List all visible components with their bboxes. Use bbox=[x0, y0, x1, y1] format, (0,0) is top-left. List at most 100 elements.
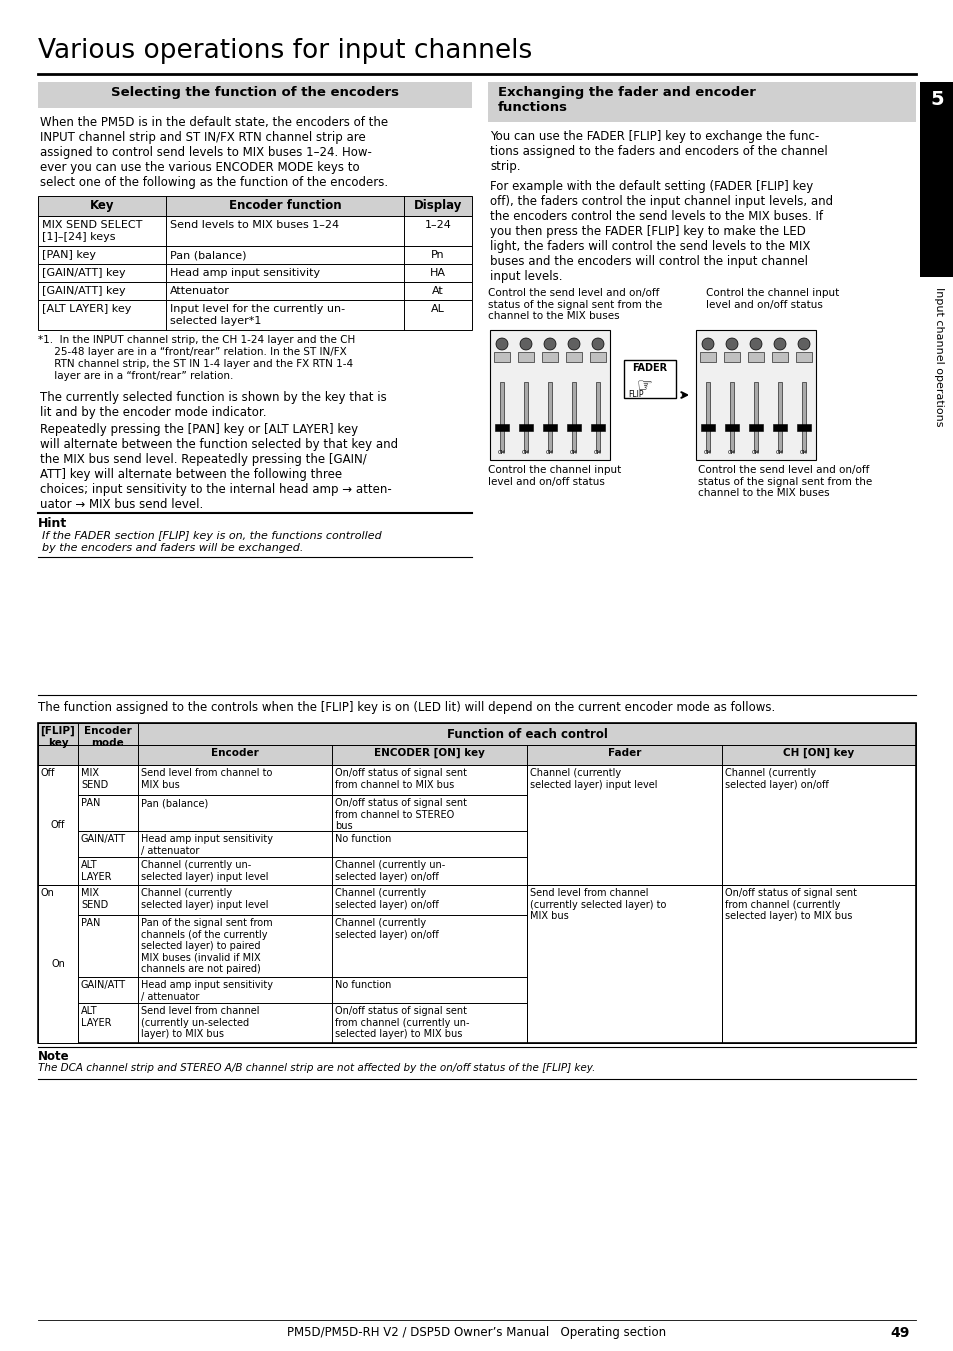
Text: Hint: Hint bbox=[38, 517, 67, 530]
Text: FADER: FADER bbox=[632, 363, 667, 373]
Text: Channel (currently
selected layer) on/off: Channel (currently selected layer) on/of… bbox=[724, 767, 828, 789]
Bar bbox=[796, 424, 810, 431]
Bar bbox=[747, 353, 763, 362]
Bar bbox=[795, 353, 811, 362]
Text: Head amp input sensitivity
/ attenuator: Head amp input sensitivity / attenuator bbox=[141, 834, 273, 855]
Text: ALT
LAYER: ALT LAYER bbox=[81, 861, 112, 882]
Text: CH: CH bbox=[775, 450, 783, 455]
Text: Key: Key bbox=[90, 199, 114, 212]
Text: layer are in a “front/rear” relation.: layer are in a “front/rear” relation. bbox=[38, 372, 233, 381]
Bar bbox=[38, 744, 915, 765]
Text: Channel (currently
selected layer) on/off: Channel (currently selected layer) on/of… bbox=[335, 888, 438, 909]
Text: Send levels to MIX buses 1–24: Send levels to MIX buses 1–24 bbox=[170, 220, 338, 230]
Text: The function assigned to the controls when the [FLIP] key is on (LED lit) will d: The function assigned to the controls wh… bbox=[38, 701, 775, 713]
Bar bbox=[542, 424, 557, 431]
Text: FLIP: FLIP bbox=[627, 390, 643, 399]
Text: Control the send level and on/off
status of the signal sent from the
channel to : Control the send level and on/off status… bbox=[488, 288, 661, 322]
Text: Repeatedly pressing the [PAN] key or [ALT LAYER] key
will alternate between the : Repeatedly pressing the [PAN] key or [AL… bbox=[40, 423, 397, 511]
Text: CH [ON] key: CH [ON] key bbox=[782, 748, 854, 758]
Bar bbox=[38, 885, 78, 1043]
Bar bbox=[919, 82, 953, 277]
Text: On/off status of signal sent
from channel (currently un-
selected layer) to MIX : On/off status of signal sent from channe… bbox=[335, 1006, 469, 1039]
Bar bbox=[566, 424, 580, 431]
Bar bbox=[772, 424, 786, 431]
Bar bbox=[38, 977, 915, 1002]
Text: [PAN] key: [PAN] key bbox=[42, 250, 96, 259]
Bar bbox=[526, 765, 721, 885]
Bar bbox=[721, 765, 915, 885]
Text: No function: No function bbox=[335, 979, 391, 990]
Text: Encoder: Encoder bbox=[211, 748, 258, 758]
Text: PM5D/PM5D-RH V2 / DSP5D Owner’s Manual   Operating section: PM5D/PM5D-RH V2 / DSP5D Owner’s Manual O… bbox=[287, 1325, 666, 1339]
Text: ALT
LAYER: ALT LAYER bbox=[81, 1006, 112, 1028]
Text: Fader: Fader bbox=[607, 748, 640, 758]
Circle shape bbox=[749, 338, 761, 350]
Text: CH: CH bbox=[570, 450, 578, 455]
Bar bbox=[517, 353, 534, 362]
Bar bbox=[721, 885, 915, 1043]
Circle shape bbox=[725, 338, 738, 350]
Text: Encoder
mode: Encoder mode bbox=[84, 725, 132, 747]
Text: You can use the FADER [FLIP] key to exchange the func-
tions assigned to the fad: You can use the FADER [FLIP] key to exch… bbox=[490, 130, 827, 173]
Text: RTN channel strip, the ST IN 1-4 layer and the FX RTN 1-4: RTN channel strip, the ST IN 1-4 layer a… bbox=[38, 359, 353, 369]
Text: MIX SEND SELECT
[1]–[24] keys: MIX SEND SELECT [1]–[24] keys bbox=[42, 220, 142, 242]
Text: 49: 49 bbox=[890, 1325, 909, 1340]
Text: Send level from channel
(currently un-selected
layer) to MIX bus: Send level from channel (currently un-se… bbox=[141, 1006, 259, 1039]
Circle shape bbox=[773, 338, 785, 350]
Bar bbox=[547, 382, 552, 453]
Bar bbox=[495, 424, 509, 431]
Text: Channel (currently
selected layer) on/off: Channel (currently selected layer) on/of… bbox=[335, 917, 438, 939]
Text: CH: CH bbox=[800, 450, 807, 455]
Bar bbox=[518, 424, 533, 431]
Text: CH: CH bbox=[751, 450, 760, 455]
Text: On/off status of signal sent
from channel to STEREO
bus: On/off status of signal sent from channe… bbox=[335, 798, 467, 831]
Text: Input channel operations: Input channel operations bbox=[933, 288, 943, 427]
Text: Pan of the signal sent from
channels (of the currently
selected layer) to paired: Pan of the signal sent from channels (of… bbox=[141, 917, 273, 974]
Bar bbox=[38, 196, 472, 216]
Text: Head amp input sensitivity
/ attenuator: Head amp input sensitivity / attenuator bbox=[141, 979, 273, 1001]
Text: When the PM5D is in the default state, the encoders of the
INPUT channel strip a: When the PM5D is in the default state, t… bbox=[40, 116, 388, 189]
Text: On/off status of signal sent
from channel to MIX bus: On/off status of signal sent from channe… bbox=[335, 767, 467, 789]
Bar bbox=[753, 382, 758, 453]
Bar bbox=[38, 82, 472, 108]
Text: CH: CH bbox=[521, 450, 529, 455]
Text: On: On bbox=[51, 959, 65, 969]
Circle shape bbox=[496, 338, 507, 350]
Circle shape bbox=[543, 338, 556, 350]
Circle shape bbox=[592, 338, 603, 350]
Text: Channel (currently un-
selected layer) on/off: Channel (currently un- selected layer) o… bbox=[335, 861, 445, 882]
Text: On/off status of signal sent
from channel (currently
selected layer) to MIX bus: On/off status of signal sent from channe… bbox=[724, 888, 856, 921]
Text: On: On bbox=[41, 888, 55, 898]
Text: Pn: Pn bbox=[431, 250, 444, 259]
Bar bbox=[696, 330, 815, 459]
Bar bbox=[494, 353, 510, 362]
Bar bbox=[38, 263, 472, 282]
Text: Send level from channel
(currently selected layer) to
MIX bus: Send level from channel (currently selec… bbox=[530, 888, 666, 921]
Bar bbox=[748, 424, 762, 431]
Bar bbox=[38, 857, 915, 885]
Bar bbox=[38, 300, 472, 330]
Bar bbox=[38, 723, 915, 744]
Text: The currently selected function is shown by the key that is
lit and by the encod: The currently selected function is shown… bbox=[40, 390, 386, 419]
Text: Pan (balance): Pan (balance) bbox=[141, 798, 208, 808]
Text: Encoder function: Encoder function bbox=[229, 199, 341, 212]
Text: GAIN/ATT: GAIN/ATT bbox=[81, 979, 126, 990]
Bar bbox=[565, 353, 581, 362]
Bar bbox=[541, 353, 558, 362]
Bar bbox=[38, 765, 78, 885]
Circle shape bbox=[701, 338, 713, 350]
Bar bbox=[700, 353, 716, 362]
Text: ENCODER [ON] key: ENCODER [ON] key bbox=[374, 748, 484, 758]
Text: PAN: PAN bbox=[81, 917, 100, 928]
Text: Channel (currently
selected layer) input level: Channel (currently selected layer) input… bbox=[530, 767, 657, 789]
Text: *1.  In the INPUT channel strip, the CH 1-24 layer and the CH: *1. In the INPUT channel strip, the CH 1… bbox=[38, 335, 355, 345]
Bar bbox=[771, 353, 787, 362]
Bar bbox=[488, 82, 915, 122]
Text: PAN: PAN bbox=[81, 798, 100, 808]
Bar bbox=[596, 382, 599, 453]
Text: Display: Display bbox=[414, 199, 461, 212]
Text: At: At bbox=[432, 286, 443, 296]
Bar bbox=[700, 424, 714, 431]
Text: Head amp input sensitivity: Head amp input sensitivity bbox=[170, 267, 320, 278]
Text: CH: CH bbox=[727, 450, 735, 455]
